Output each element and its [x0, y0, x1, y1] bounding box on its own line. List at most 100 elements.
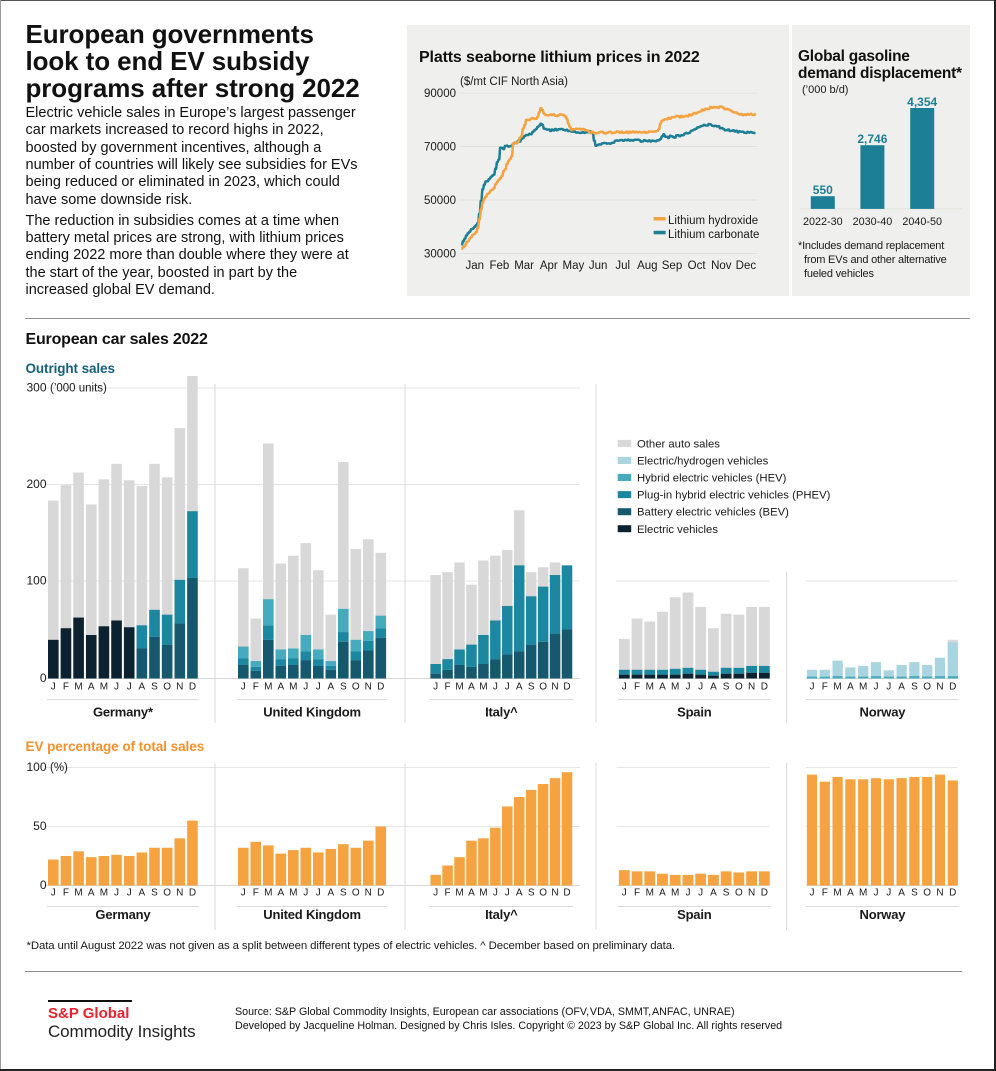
- svg-text:Electric/hydrogen vehicles: Electric/hydrogen vehicles: [637, 456, 769, 468]
- svg-text:N: N: [365, 888, 372, 899]
- svg-text:O: O: [539, 682, 547, 693]
- svg-text:Oct: Oct: [688, 260, 707, 272]
- svg-text:A: A: [327, 888, 334, 899]
- svg-text:Plug-in hybrid electric vehicl: Plug-in hybrid electric vehicles (PHEV): [637, 490, 831, 502]
- svg-text:F: F: [634, 888, 640, 899]
- svg-text:N: N: [365, 682, 372, 693]
- svg-text:Apr: Apr: [540, 260, 558, 272]
- svg-text:D: D: [761, 888, 768, 899]
- svg-text:N: N: [176, 682, 183, 693]
- svg-text:50: 50: [33, 819, 47, 833]
- svg-text:J: J: [241, 682, 246, 693]
- svg-text:D: D: [189, 682, 196, 693]
- svg-text:J: J: [433, 682, 438, 693]
- svg-text:J: J: [433, 888, 438, 899]
- svg-text:M: M: [479, 888, 487, 899]
- svg-text:100: 100: [26, 574, 46, 588]
- svg-text:2040-50: 2040-50: [902, 216, 942, 228]
- svg-text:S: S: [911, 682, 918, 693]
- svg-text:J: J: [316, 888, 321, 899]
- svg-text:Other auto sales: Other auto sales: [637, 438, 720, 450]
- svg-text:J: J: [493, 888, 498, 899]
- svg-text:Nov: Nov: [711, 260, 732, 272]
- svg-text:Electric vehicles: Electric vehicles: [637, 524, 718, 536]
- svg-text:O: O: [163, 888, 171, 899]
- svg-text:J: J: [51, 888, 56, 899]
- svg-text:N: N: [748, 888, 755, 899]
- svg-text:J: J: [127, 682, 132, 693]
- svg-text:May: May: [563, 260, 585, 272]
- svg-text:J: J: [505, 888, 510, 899]
- svg-text:70000: 70000: [424, 142, 456, 154]
- svg-text:D: D: [377, 888, 384, 899]
- svg-text:S: S: [911, 888, 918, 899]
- svg-text:M: M: [455, 682, 463, 693]
- svg-text:J: J: [241, 888, 246, 899]
- svg-text:J: J: [874, 888, 879, 899]
- svg-text:N: N: [936, 682, 943, 693]
- svg-text:Jun: Jun: [589, 260, 608, 272]
- svg-text:O: O: [923, 888, 931, 899]
- svg-text:J: J: [886, 682, 891, 693]
- svg-text:M: M: [289, 888, 297, 899]
- svg-text:Battery electric vehicles (BEV: Battery electric vehicles (BEV): [637, 507, 789, 519]
- svg-text:O: O: [735, 888, 743, 899]
- svg-text:Italy^: Italy^: [485, 907, 518, 922]
- svg-text:F: F: [822, 888, 828, 899]
- svg-text:F: F: [822, 682, 828, 693]
- svg-text:M: M: [100, 682, 108, 693]
- svg-text:Hybrid electric vehicles (HEV): Hybrid electric vehicles (HEV): [637, 473, 787, 485]
- svg-text:A: A: [277, 888, 284, 899]
- svg-text:J: J: [810, 682, 815, 693]
- svg-text:A: A: [847, 888, 854, 899]
- svg-text:(%): (%): [50, 762, 68, 774]
- svg-text:Italy^: Italy^: [485, 705, 518, 720]
- svg-text:M: M: [74, 888, 82, 899]
- svg-text:J: J: [127, 888, 132, 899]
- svg-text:Spain: Spain: [677, 907, 712, 922]
- svg-text:A: A: [139, 888, 146, 899]
- svg-text:J: J: [505, 682, 510, 693]
- svg-text:A: A: [659, 888, 666, 899]
- svg-text:N: N: [551, 682, 558, 693]
- svg-text:J: J: [493, 682, 498, 693]
- svg-text:S: S: [151, 682, 158, 693]
- svg-text:J: J: [810, 888, 815, 899]
- svg-text:S: S: [340, 682, 347, 693]
- svg-text:O: O: [735, 682, 743, 693]
- svg-text:Feb: Feb: [489, 260, 509, 272]
- svg-text:M: M: [646, 888, 654, 899]
- svg-text:J: J: [698, 682, 703, 693]
- svg-text:Jul: Jul: [615, 260, 630, 272]
- svg-text:F: F: [445, 682, 451, 693]
- svg-text:A: A: [659, 682, 666, 693]
- svg-text:F: F: [634, 682, 640, 693]
- svg-text:F: F: [253, 888, 259, 899]
- svg-text:D: D: [189, 888, 196, 899]
- svg-text:2022-30: 2022-30: [803, 216, 843, 228]
- svg-text:M: M: [646, 682, 654, 693]
- svg-text:S: S: [528, 888, 535, 899]
- svg-text:J: J: [114, 682, 119, 693]
- svg-text:M: M: [74, 682, 82, 693]
- svg-text:Lithium hydroxide: Lithium hydroxide: [668, 215, 758, 227]
- svg-text:J: J: [698, 888, 703, 899]
- svg-text:550: 550: [813, 183, 833, 197]
- svg-text:M: M: [289, 682, 297, 693]
- svg-text:D: D: [949, 682, 956, 693]
- svg-text:A: A: [516, 888, 523, 899]
- svg-text:200: 200: [26, 477, 46, 491]
- svg-text:M: M: [671, 888, 679, 899]
- svg-text:Jan: Jan: [466, 260, 485, 272]
- svg-text:M: M: [859, 682, 867, 693]
- svg-text:D: D: [377, 682, 384, 693]
- svg-text:N: N: [748, 682, 755, 693]
- svg-text:0: 0: [40, 671, 47, 685]
- svg-text:A: A: [327, 682, 334, 693]
- svg-text:50000: 50000: [424, 195, 456, 207]
- svg-text:S: S: [723, 888, 730, 899]
- svg-text:100: 100: [26, 760, 46, 774]
- svg-text:J: J: [303, 682, 308, 693]
- svg-text:J: J: [874, 682, 879, 693]
- svg-text:J: J: [114, 888, 119, 899]
